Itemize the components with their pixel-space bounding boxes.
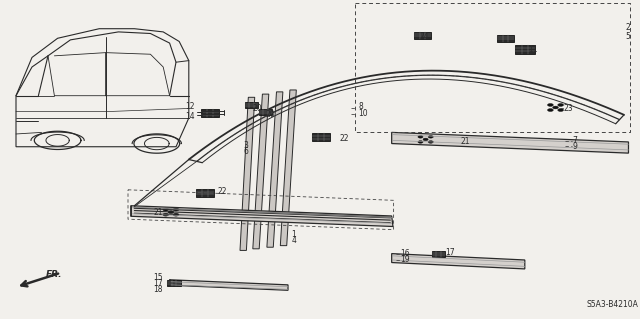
FancyBboxPatch shape — [168, 280, 180, 286]
Circle shape — [173, 213, 179, 216]
Circle shape — [548, 103, 553, 107]
Circle shape — [163, 213, 169, 216]
Text: 20: 20 — [253, 104, 262, 113]
Text: 22: 22 — [218, 187, 227, 196]
Text: 9: 9 — [573, 142, 578, 151]
FancyBboxPatch shape — [515, 45, 534, 54]
Circle shape — [558, 103, 564, 107]
FancyBboxPatch shape — [414, 32, 431, 39]
Polygon shape — [253, 94, 269, 249]
Polygon shape — [131, 206, 393, 226]
Text: 18: 18 — [154, 285, 163, 294]
Text: 24: 24 — [419, 32, 429, 41]
Circle shape — [173, 208, 179, 211]
Text: 3: 3 — [243, 141, 248, 150]
FancyBboxPatch shape — [196, 189, 214, 197]
Circle shape — [548, 108, 553, 112]
FancyBboxPatch shape — [312, 133, 330, 141]
Text: 20: 20 — [266, 110, 275, 119]
Circle shape — [558, 108, 564, 112]
Text: 21: 21 — [461, 137, 470, 146]
Polygon shape — [240, 97, 255, 250]
Circle shape — [423, 138, 428, 141]
Text: 2: 2 — [626, 23, 630, 32]
Circle shape — [418, 141, 423, 143]
Text: 4: 4 — [291, 236, 296, 245]
Text: 17: 17 — [445, 248, 454, 256]
Polygon shape — [267, 92, 283, 247]
Polygon shape — [392, 132, 628, 153]
Text: 15: 15 — [154, 273, 163, 282]
Text: 5: 5 — [625, 32, 630, 41]
Circle shape — [428, 141, 433, 143]
FancyBboxPatch shape — [245, 102, 258, 108]
FancyBboxPatch shape — [497, 35, 514, 42]
Text: 10: 10 — [358, 109, 368, 118]
Text: 16: 16 — [400, 249, 410, 258]
Text: 8: 8 — [358, 102, 363, 111]
Text: 19: 19 — [400, 256, 410, 264]
Text: 11: 11 — [528, 45, 538, 54]
Text: 12: 12 — [186, 102, 195, 111]
Polygon shape — [392, 254, 525, 269]
Text: 21: 21 — [154, 208, 163, 217]
FancyBboxPatch shape — [201, 109, 219, 117]
Circle shape — [168, 211, 174, 214]
Text: 1: 1 — [291, 230, 296, 239]
FancyBboxPatch shape — [259, 109, 272, 115]
Circle shape — [553, 106, 559, 109]
Text: S5A3-B4210A: S5A3-B4210A — [587, 300, 639, 309]
Circle shape — [163, 208, 169, 211]
Text: 22: 22 — [339, 134, 349, 143]
Circle shape — [418, 136, 423, 138]
Circle shape — [428, 136, 433, 138]
Polygon shape — [280, 90, 296, 246]
Text: 6: 6 — [243, 147, 248, 156]
Text: FR.: FR. — [46, 271, 63, 279]
Text: 14: 14 — [186, 112, 195, 121]
Polygon shape — [170, 280, 288, 290]
FancyBboxPatch shape — [432, 251, 445, 257]
Text: 17: 17 — [154, 279, 163, 288]
Text: 7: 7 — [573, 136, 578, 145]
Text: 23: 23 — [563, 104, 573, 113]
